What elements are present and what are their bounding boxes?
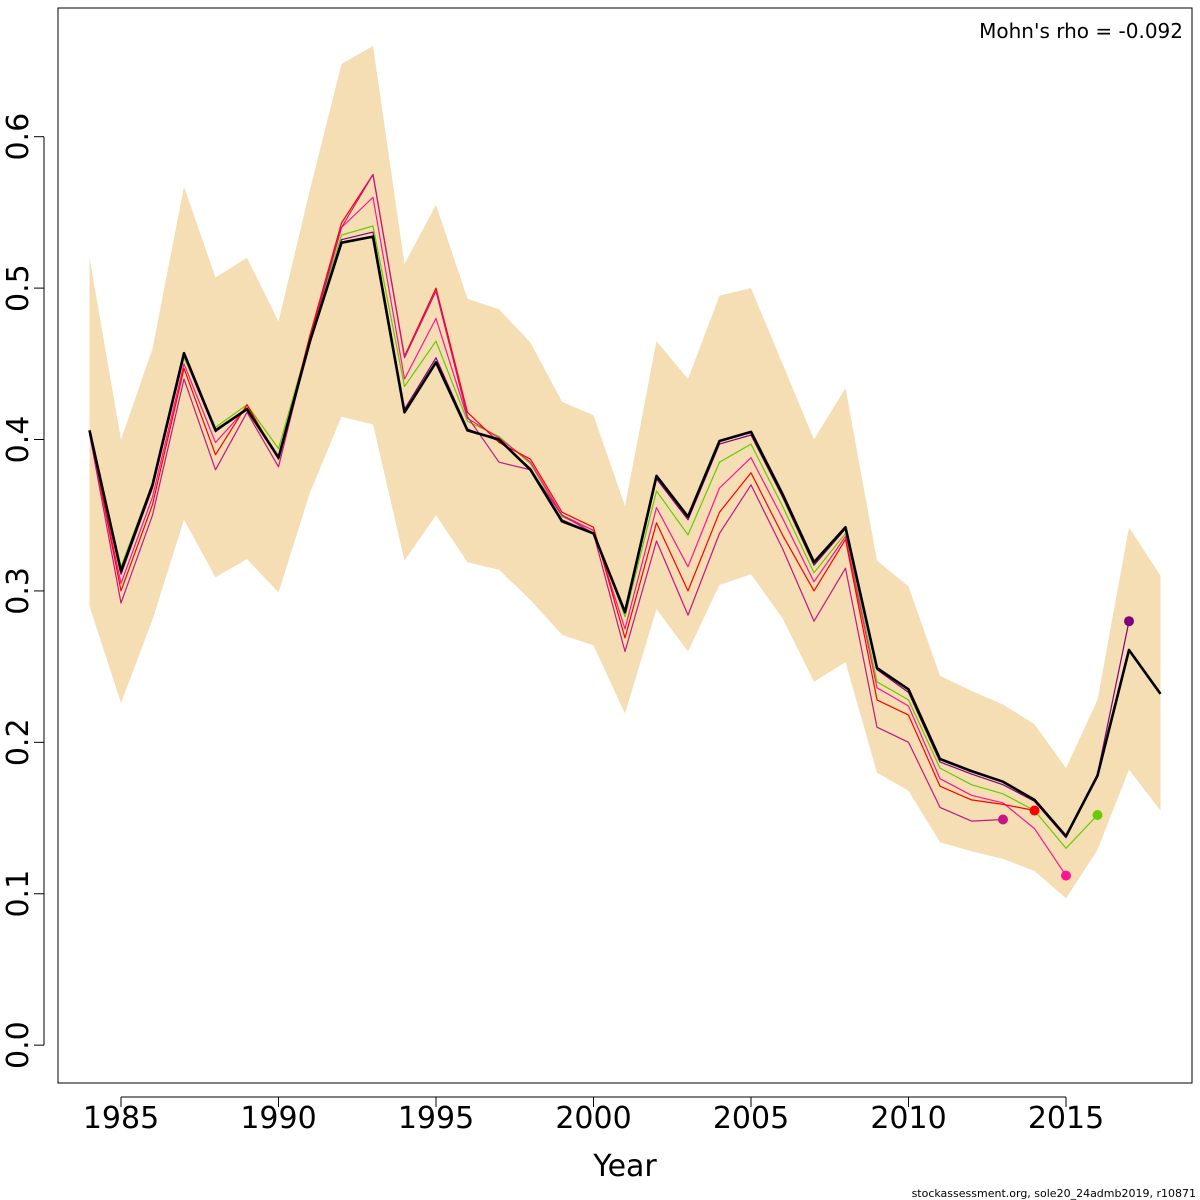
x-tick-label: 1985 xyxy=(83,1101,159,1136)
y-tick-label: 0.2 xyxy=(1,718,36,766)
footer-credit: stockassessment.org, sole20_24admb2019, … xyxy=(912,1187,1196,1200)
plot-frame xyxy=(57,7,1193,1084)
series-layer xyxy=(88,173,1162,876)
x-tick-label: 1990 xyxy=(240,1101,316,1136)
y-tick-label: 0.4 xyxy=(1,416,36,464)
x-tick-label: 1995 xyxy=(398,1101,474,1136)
x-tick-label: 2010 xyxy=(870,1101,946,1136)
x-axis: 1985 1990 1995 2000 2005 2010 2015 xyxy=(83,1096,1104,1136)
series-line-5 xyxy=(88,173,1004,822)
confidence-band xyxy=(89,45,1161,899)
end-marker-layer xyxy=(998,616,1134,881)
x-tick-label: 2015 xyxy=(1028,1101,1104,1136)
series-line-4 xyxy=(88,173,1035,812)
series-end-point-3 xyxy=(1061,870,1071,881)
y-tick-label: 0.1 xyxy=(1,870,36,918)
x-axis-title: Year xyxy=(592,1149,657,1184)
x-tick-label: 2005 xyxy=(713,1101,789,1136)
y-tick-label: 0.5 xyxy=(1,264,36,312)
mohns-rho-annotation: Mohn's rho = -0.092 xyxy=(979,19,1183,43)
y-tick-label: 0.3 xyxy=(1,567,36,615)
confidence-band-layer xyxy=(89,45,1161,899)
series-end-point-4 xyxy=(1029,805,1040,816)
y-tick-label: 0.0 xyxy=(1,1021,36,1069)
y-axis: 0.0 0.1 0.2 0.3 0.4 0.5 0.6 xyxy=(1,113,45,1069)
series-end-point-2 xyxy=(1092,810,1103,820)
series-end-point-1 xyxy=(1124,616,1134,627)
series-line-0 xyxy=(88,235,1162,838)
x-tick-label: 2000 xyxy=(555,1101,631,1136)
series-end-point-5 xyxy=(998,814,1008,825)
y-tick-label: 0.6 xyxy=(1,113,36,161)
